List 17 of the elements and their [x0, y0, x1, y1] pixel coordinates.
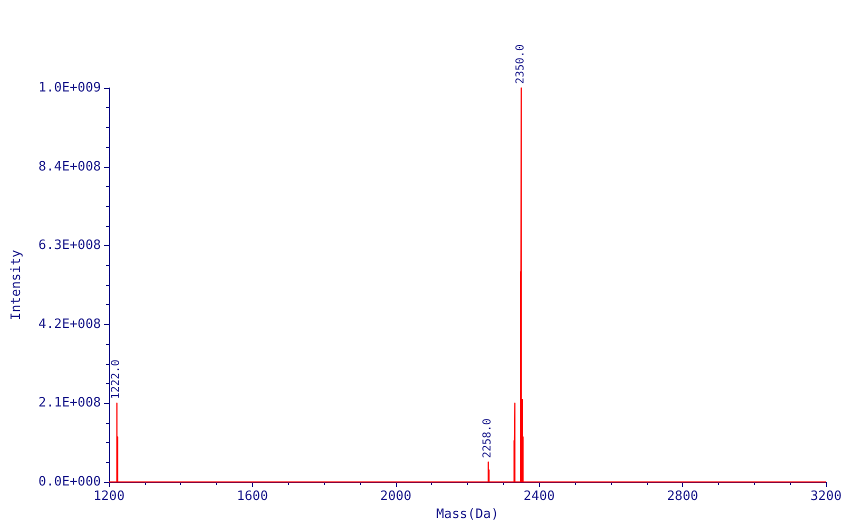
- x-tick-label: 3200: [810, 489, 842, 504]
- annotation: 1222.0: [108, 359, 122, 400]
- y-tick-label: 0.0E+000: [38, 474, 101, 490]
- annotation: 2258.0: [480, 418, 494, 458]
- x-tick-label: 2800: [666, 489, 698, 504]
- x-axis-title: Mass(Da): [436, 506, 499, 522]
- y-tick-label: 4.2E+008: [38, 316, 101, 332]
- y-tick-label: 2.1E+008: [38, 396, 101, 411]
- y-axis-title: Intensity: [9, 250, 24, 320]
- x-tick-label: 1200: [93, 489, 125, 504]
- y-tick-label: 6.3E+008: [38, 238, 101, 254]
- annotation: 2350.0: [513, 44, 526, 84]
- x-tick-label: 2400: [524, 489, 555, 504]
- x-tick-label: 1600: [236, 489, 268, 504]
- x-tick-label: 2000: [380, 489, 412, 504]
- y-tick-label: 1.0E+009: [38, 80, 101, 96]
- y-tick-label: 8.4E+008: [38, 159, 101, 174]
